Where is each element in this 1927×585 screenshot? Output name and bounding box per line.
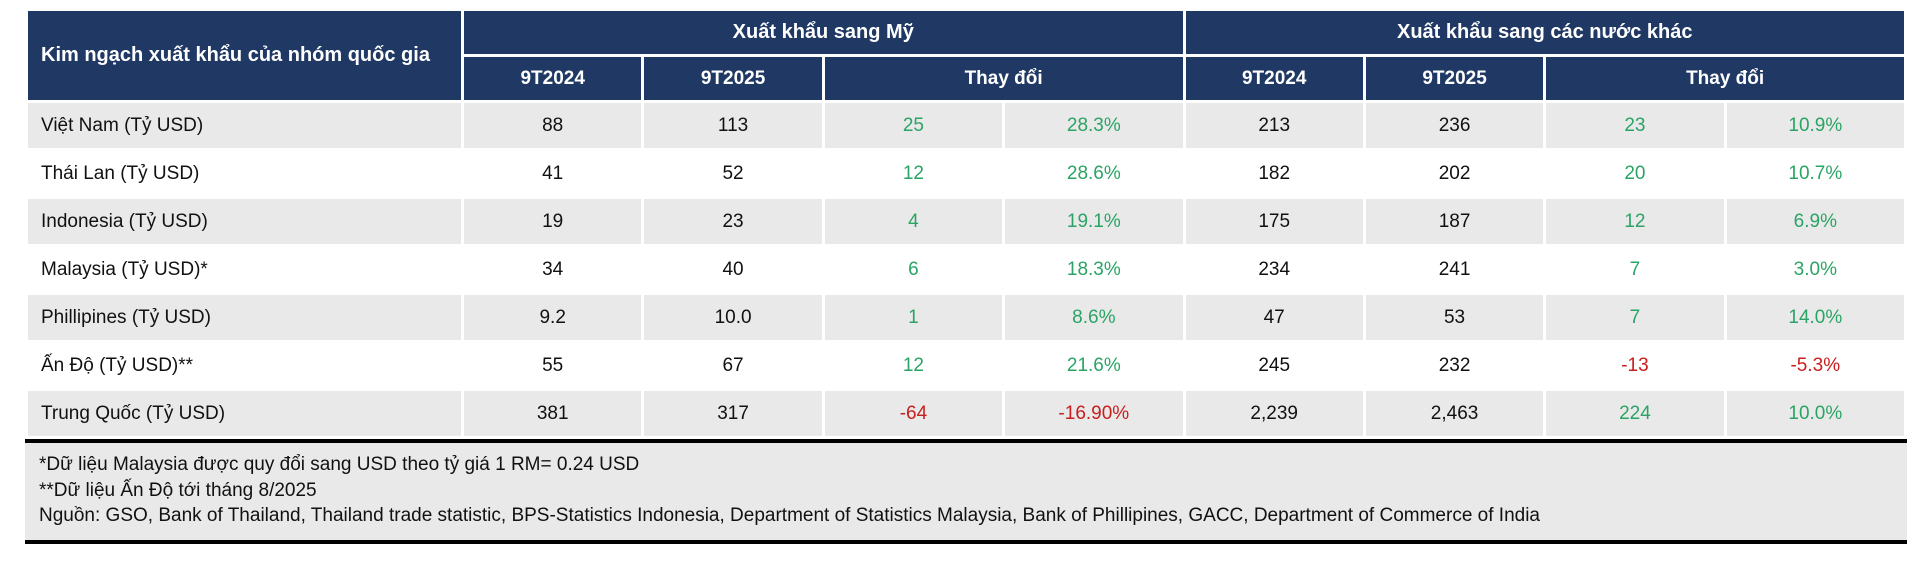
table-title: Kim ngạch xuất khẩu của nhóm quốc gia	[28, 11, 461, 100]
period-value: 202	[1365, 151, 1544, 196]
period-value: 2,463	[1365, 391, 1544, 436]
country-name: Malaysia (Tỷ USD)*	[28, 247, 461, 292]
col-header-us-9t2024: 9T2024	[464, 57, 642, 100]
period-value: 41	[464, 151, 642, 196]
col-header-us-9t2025: 9T2025	[644, 57, 822, 100]
change-value: 19.1%	[1005, 199, 1183, 244]
period-value: 113	[644, 103, 822, 148]
col-header-us-change: Thay đổi	[824, 57, 1183, 100]
change-value: 28.3%	[1005, 103, 1183, 148]
period-value: 213	[1185, 103, 1363, 148]
footer-notes: *Dữ liệu Malaysia được quy đổi sang USD …	[25, 439, 1907, 544]
footnote-line: *Dữ liệu Malaysia được quy đổi sang USD …	[39, 454, 640, 475]
change-value: -16.90%	[1005, 391, 1183, 436]
table-row: Thái Lan (Tỷ USD) 41 52 12 28.6% 182 202 20 10.7…	[28, 151, 1904, 196]
table-row: Phillipines (Tỷ USD) 9.2 10.0 1 8.6% 47 53 7 14.…	[28, 295, 1904, 340]
change-value: 12	[824, 151, 1003, 196]
section-header-us: Xuất khẩu sang Mỹ	[464, 11, 1183, 54]
period-value: 53	[1365, 295, 1544, 340]
table-body: Việt Nam (Tỷ USD) 88 113 25 28.3% 213 236 23 10.…	[28, 103, 1904, 436]
country-name: Thái Lan (Tỷ USD)	[28, 151, 461, 196]
period-value: 19	[464, 199, 642, 244]
subcolumn-header-row: 9T2024 9T2025 Thay đổi 9T2024 9T2025 Tha…	[28, 57, 1904, 100]
period-value: 9.2	[464, 295, 642, 340]
period-value: 236	[1365, 103, 1544, 148]
period-value: 10.0	[644, 295, 822, 340]
change-value: 7	[1546, 247, 1724, 292]
period-value: 317	[644, 391, 822, 436]
period-value: 88	[464, 103, 642, 148]
period-value: 23	[644, 199, 822, 244]
period-value: 234	[1185, 247, 1363, 292]
change-value: 23	[1546, 103, 1724, 148]
period-value: 187	[1365, 199, 1544, 244]
country-name: Trung Quốc (Tỷ USD)	[28, 391, 461, 436]
footnote-line: Nguồn: GSO, Bank of Thailand, Thailand t…	[39, 505, 1540, 526]
period-value: 40	[644, 247, 822, 292]
period-value: 241	[1365, 247, 1544, 292]
section-header-row: Kim ngạch xuất khẩu của nhóm quốc gia Xu…	[28, 11, 1904, 100]
period-value: 182	[1185, 151, 1363, 196]
change-value: 21.6%	[1005, 343, 1183, 388]
change-value: 25	[824, 103, 1003, 148]
change-value: 8.6%	[1005, 295, 1183, 340]
change-value: -5.3%	[1726, 343, 1904, 388]
section-header-others: Xuất khẩu sang các nước khác	[1185, 11, 1904, 54]
table-row: Indonesia (Tỷ USD) 19 23 4 19.1% 175 187 12 6.9%	[28, 199, 1904, 244]
export-table: Kim ngạch xuất khẩu của nhóm quốc gia Xu…	[25, 8, 1907, 439]
period-value: 47	[1185, 295, 1363, 340]
period-value: 34	[464, 247, 642, 292]
table-row: Ấn Độ (Tỷ USD)** 55 67 12 21.6% 245 232 -13 -5.3…	[28, 343, 1904, 388]
change-value: -13	[1546, 343, 1724, 388]
footnote-line: **Dữ liệu Ấn Độ tới tháng 8/2025	[39, 479, 317, 501]
change-value: 10.9%	[1726, 103, 1904, 148]
change-value: 10.7%	[1726, 151, 1904, 196]
change-value: 6.9%	[1726, 199, 1904, 244]
change-value: 1	[824, 295, 1003, 340]
country-name: Ấn Độ (Tỷ USD)**	[28, 343, 461, 388]
change-value: 3.0%	[1726, 247, 1904, 292]
country-name: Phillipines (Tỷ USD)	[28, 295, 461, 340]
change-value: 10.0%	[1726, 391, 1904, 436]
change-value: 12	[1546, 199, 1724, 244]
change-value: 4	[824, 199, 1003, 244]
table-row: Malaysia (Tỷ USD)* 34 40 6 18.3% 234 241 7 3.0%	[28, 247, 1904, 292]
col-header-others-9t2025: 9T2025	[1365, 57, 1544, 100]
period-value: 55	[464, 343, 642, 388]
change-value: -64	[824, 391, 1003, 436]
col-header-others-change: Thay đổi	[1546, 57, 1904, 100]
change-value: 20	[1546, 151, 1724, 196]
change-value: 28.6%	[1005, 151, 1183, 196]
change-value: 6	[824, 247, 1003, 292]
country-name: Việt Nam (Tỷ USD)	[28, 103, 461, 148]
period-value: 232	[1365, 343, 1544, 388]
period-value: 67	[644, 343, 822, 388]
change-value: 14.0%	[1726, 295, 1904, 340]
period-value: 52	[644, 151, 822, 196]
table-row: Trung Quốc (Tỷ USD) 381 317 -64 -16.90% 2,239…	[28, 391, 1904, 436]
period-value: 2,239	[1185, 391, 1363, 436]
change-value: 7	[1546, 295, 1724, 340]
period-value: 245	[1185, 343, 1363, 388]
country-name: Indonesia (Tỷ USD)	[28, 199, 461, 244]
period-value: 381	[464, 391, 642, 436]
change-value: 12	[824, 343, 1003, 388]
table-row: Việt Nam (Tỷ USD) 88 113 25 28.3% 213 236 23 10.…	[28, 103, 1904, 148]
col-header-others-9t2024: 9T2024	[1185, 57, 1363, 100]
period-value: 175	[1185, 199, 1363, 244]
change-value: 224	[1546, 391, 1724, 436]
export-table-figure: Kim ngạch xuất khẩu của nhóm quốc gia Xu…	[25, 8, 1907, 544]
change-value: 18.3%	[1005, 247, 1183, 292]
